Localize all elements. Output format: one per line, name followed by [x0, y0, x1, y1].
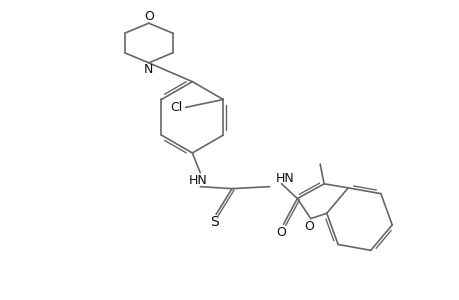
Text: O: O	[303, 220, 313, 233]
Text: HN: HN	[189, 174, 207, 187]
Text: Cl: Cl	[170, 101, 182, 114]
Text: O: O	[144, 10, 153, 23]
Text: HN: HN	[275, 172, 294, 185]
Text: O: O	[276, 226, 286, 239]
Text: N: N	[144, 63, 153, 76]
Text: S: S	[209, 215, 218, 229]
